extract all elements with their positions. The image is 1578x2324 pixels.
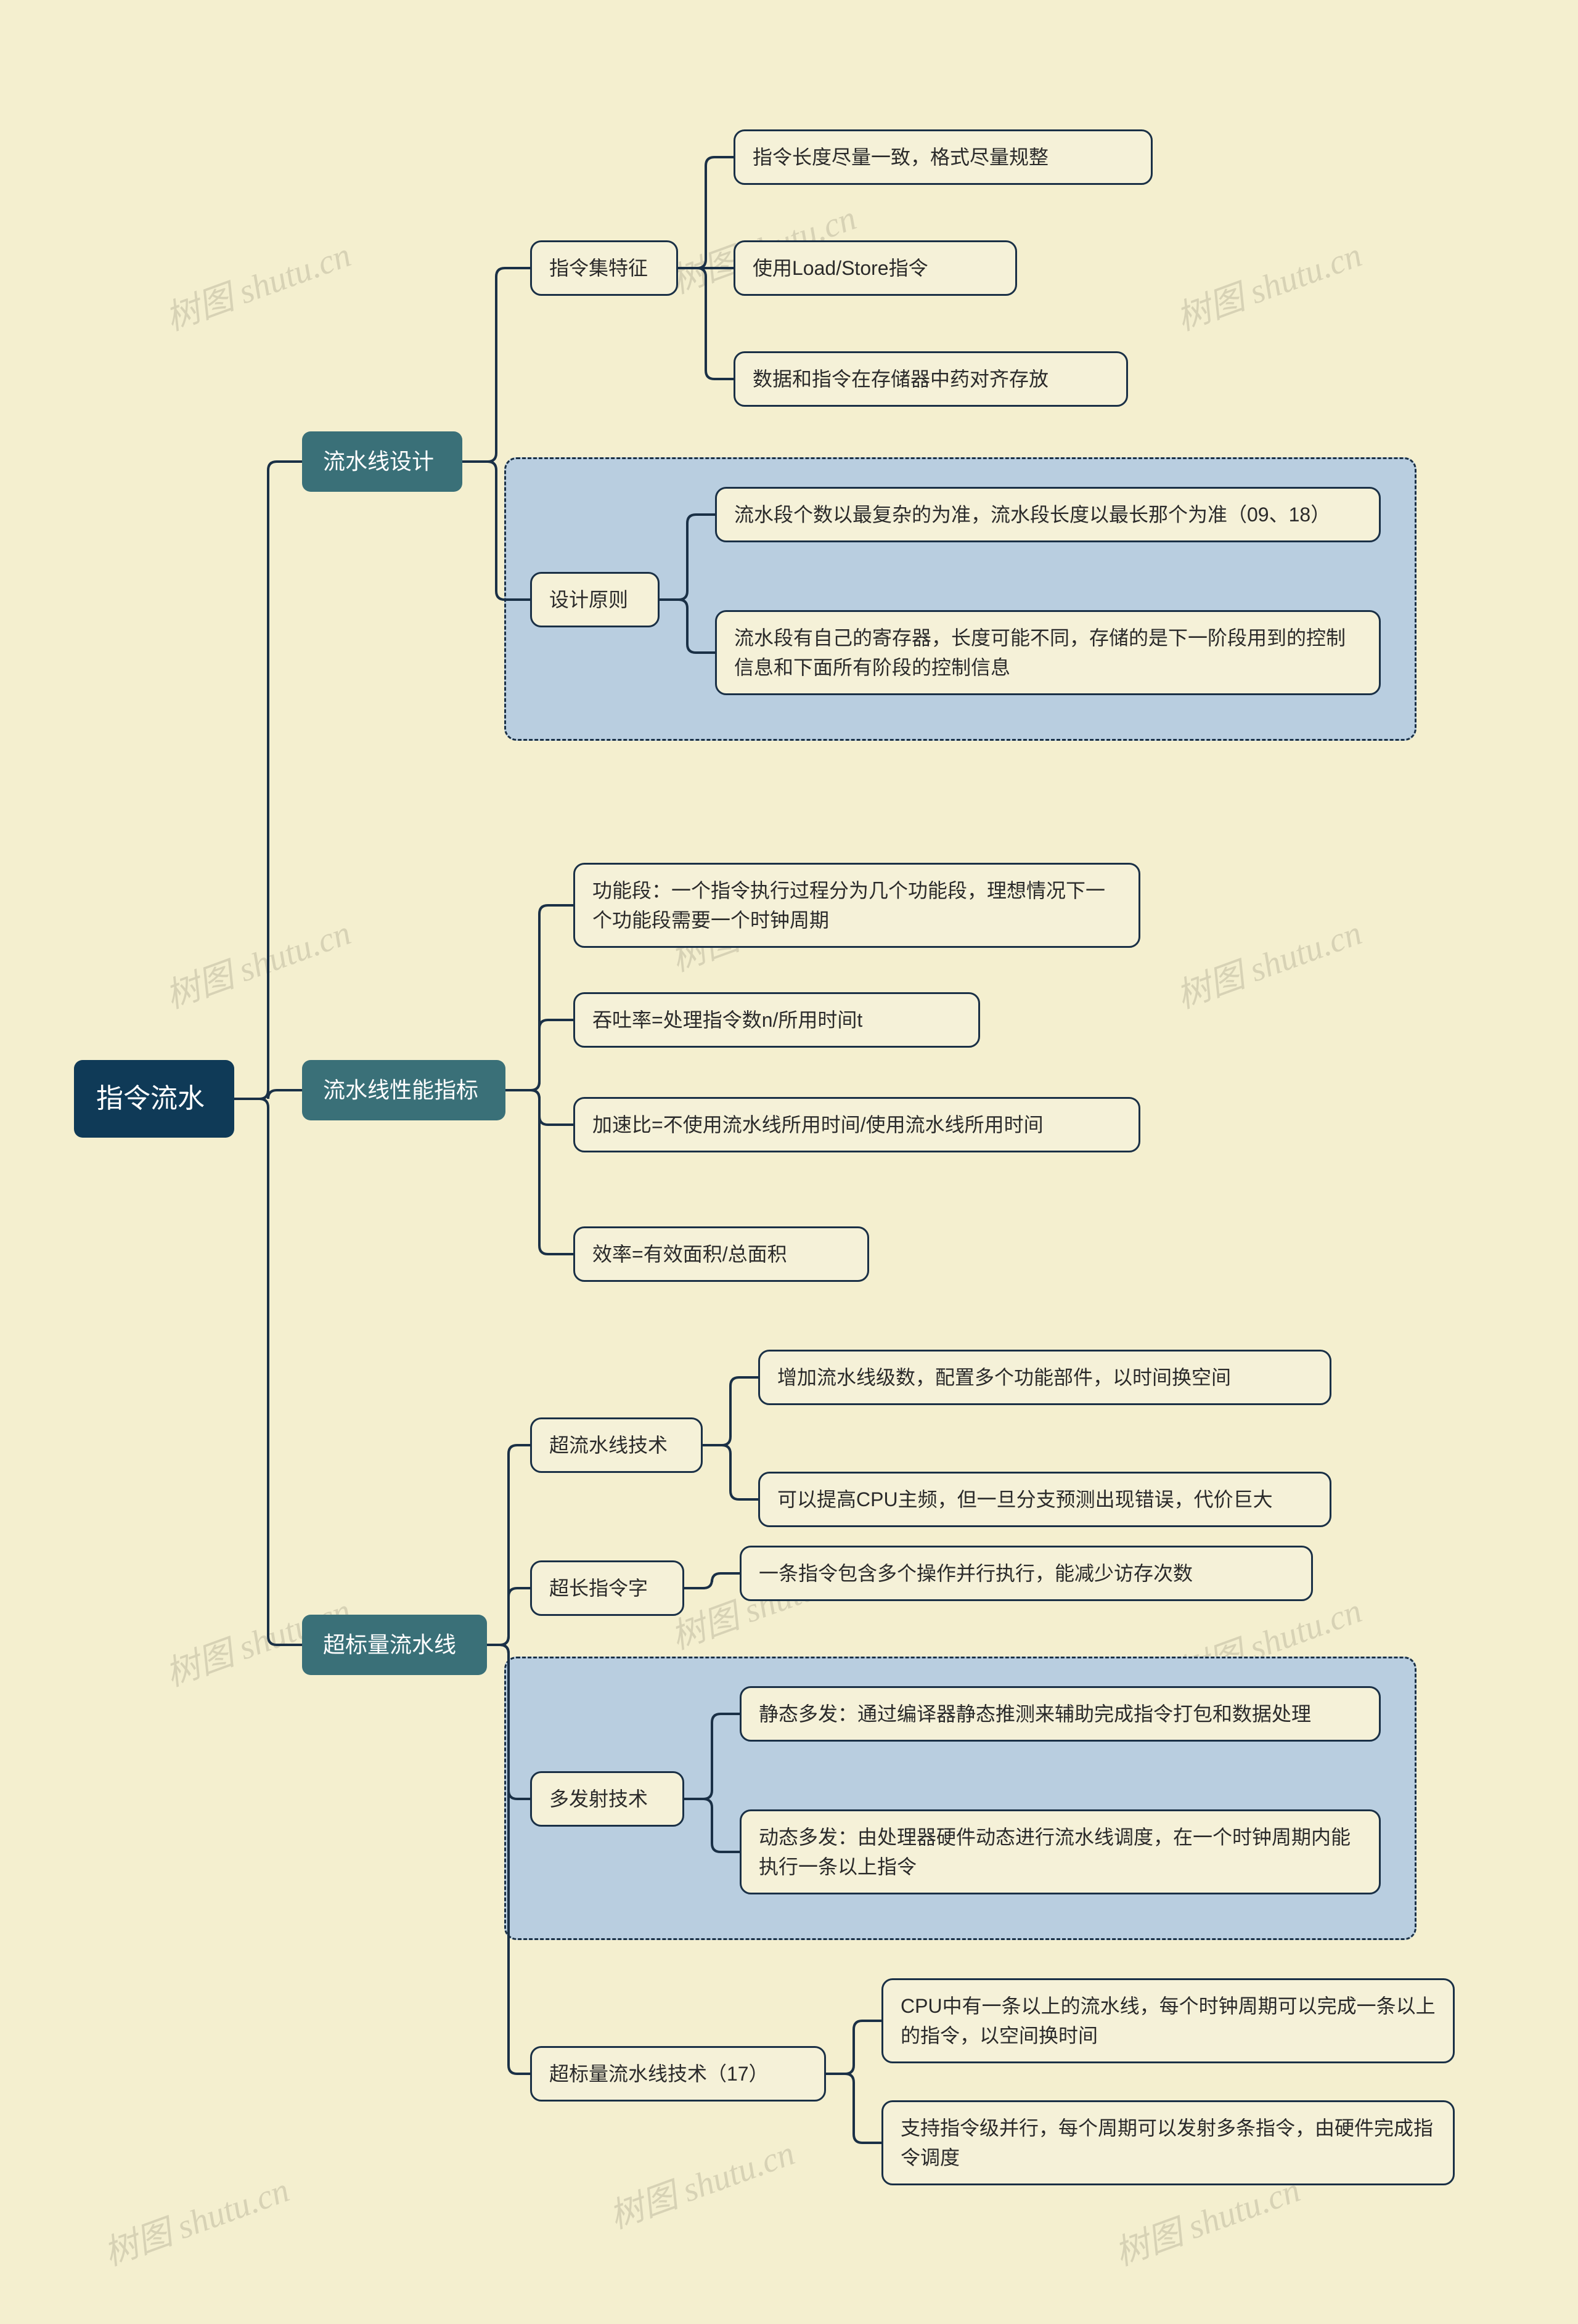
edge — [826, 2021, 881, 2074]
watermark: 树图 shutu.cn — [1169, 227, 1368, 341]
node-l321[interactable]: 一条指令包含多个操作并行执行，能减少访存次数 — [740, 1546, 1313, 1601]
watermark: 树图 shutu.cn — [158, 905, 357, 1019]
node-b3[interactable]: 超标量流水线 — [302, 1615, 487, 1675]
edge — [703, 1445, 758, 1499]
node-m34[interactable]: 超标量流水线技术（17） — [530, 2046, 826, 2102]
node-l122[interactable]: 流水段有自己的寄存器，长度可能不同，存储的是下一阶段用到的控制信息和下面所有阶段… — [715, 610, 1381, 695]
node-l23[interactable]: 加速比=不使用流水线所用时间/使用流水线所用时间 — [573, 1097, 1140, 1152]
edge — [462, 268, 530, 462]
node-l22[interactable]: 吞吐率=处理指令数n/所用时间t — [573, 992, 980, 1048]
node-l332[interactable]: 动态多发：由处理器硬件动态进行流水线调度，在一个时钟周期内能执行一条以上指令 — [740, 1809, 1381, 1894]
edge — [684, 1573, 740, 1588]
edge — [505, 1020, 573, 1090]
node-l341[interactable]: CPU中有一条以上的流水线，每个时钟周期可以完成一条以上的指令，以空间换时间 — [881, 1978, 1455, 2063]
edge — [505, 1090, 573, 1125]
edge — [678, 157, 734, 268]
node-l111[interactable]: 指令长度尽量一致，格式尽量规整 — [734, 129, 1153, 185]
edge — [505, 905, 573, 1090]
node-m33[interactable]: 多发射技术 — [530, 1771, 684, 1827]
edge — [234, 1090, 302, 1099]
node-m11[interactable]: 指令集特征 — [530, 240, 678, 296]
node-l113[interactable]: 数据和指令在存储器中药对齐存放 — [734, 351, 1128, 407]
node-m32[interactable]: 超长指令字 — [530, 1560, 684, 1616]
edge — [487, 1588, 530, 1645]
node-l24[interactable]: 效率=有效面积/总面积 — [573, 1226, 869, 1282]
node-l21[interactable]: 功能段：一个指令执行过程分为几个功能段，理想情况下一个功能段需要一个时钟周期 — [573, 863, 1140, 948]
edge — [487, 1445, 530, 1645]
node-m12[interactable]: 设计原则 — [530, 572, 660, 627]
node-root[interactable]: 指令流水 — [74, 1060, 234, 1138]
edge — [234, 1099, 302, 1645]
watermark: 树图 shutu.cn — [96, 2163, 295, 2276]
node-b2[interactable]: 流水线性能指标 — [302, 1060, 505, 1120]
edge — [678, 268, 734, 379]
node-l312[interactable]: 可以提高CPU主频，但一旦分支预测出现错误，代价巨大 — [758, 1472, 1331, 1527]
node-l121[interactable]: 流水段个数以最复杂的为准，流水段长度以最长那个为准（09、18） — [715, 487, 1381, 542]
node-l311[interactable]: 增加流水线级数，配置多个功能部件，以时间换空间 — [758, 1350, 1331, 1405]
connectors — [0, 0, 1578, 2324]
watermark: 树图 shutu.cn — [1169, 905, 1368, 1019]
edge — [703, 1377, 758, 1445]
node-b1[interactable]: 流水线设计 — [302, 431, 462, 492]
edge — [826, 2074, 881, 2143]
mindmap-canvas: 树图 shutu.cn 树图 shutu.cn 树图 shutu.cn 树图 shut… — [0, 0, 1578, 2324]
edge — [234, 462, 302, 1099]
node-m31[interactable]: 超流水线技术 — [530, 1417, 703, 1473]
watermark: 树图 shutu.cn — [602, 2126, 801, 2239]
watermark: 树图 shutu.cn — [158, 227, 357, 341]
node-l112[interactable]: 使用Load/Store指令 — [734, 240, 1017, 296]
edge — [505, 1090, 573, 1254]
node-l331[interactable]: 静态多发：通过编译器静态推测来辅助完成指令打包和数据处理 — [740, 1686, 1381, 1742]
node-l342[interactable]: 支持指令级并行，每个周期可以发射多条指令，由硬件完成指令调度 — [881, 2100, 1455, 2185]
